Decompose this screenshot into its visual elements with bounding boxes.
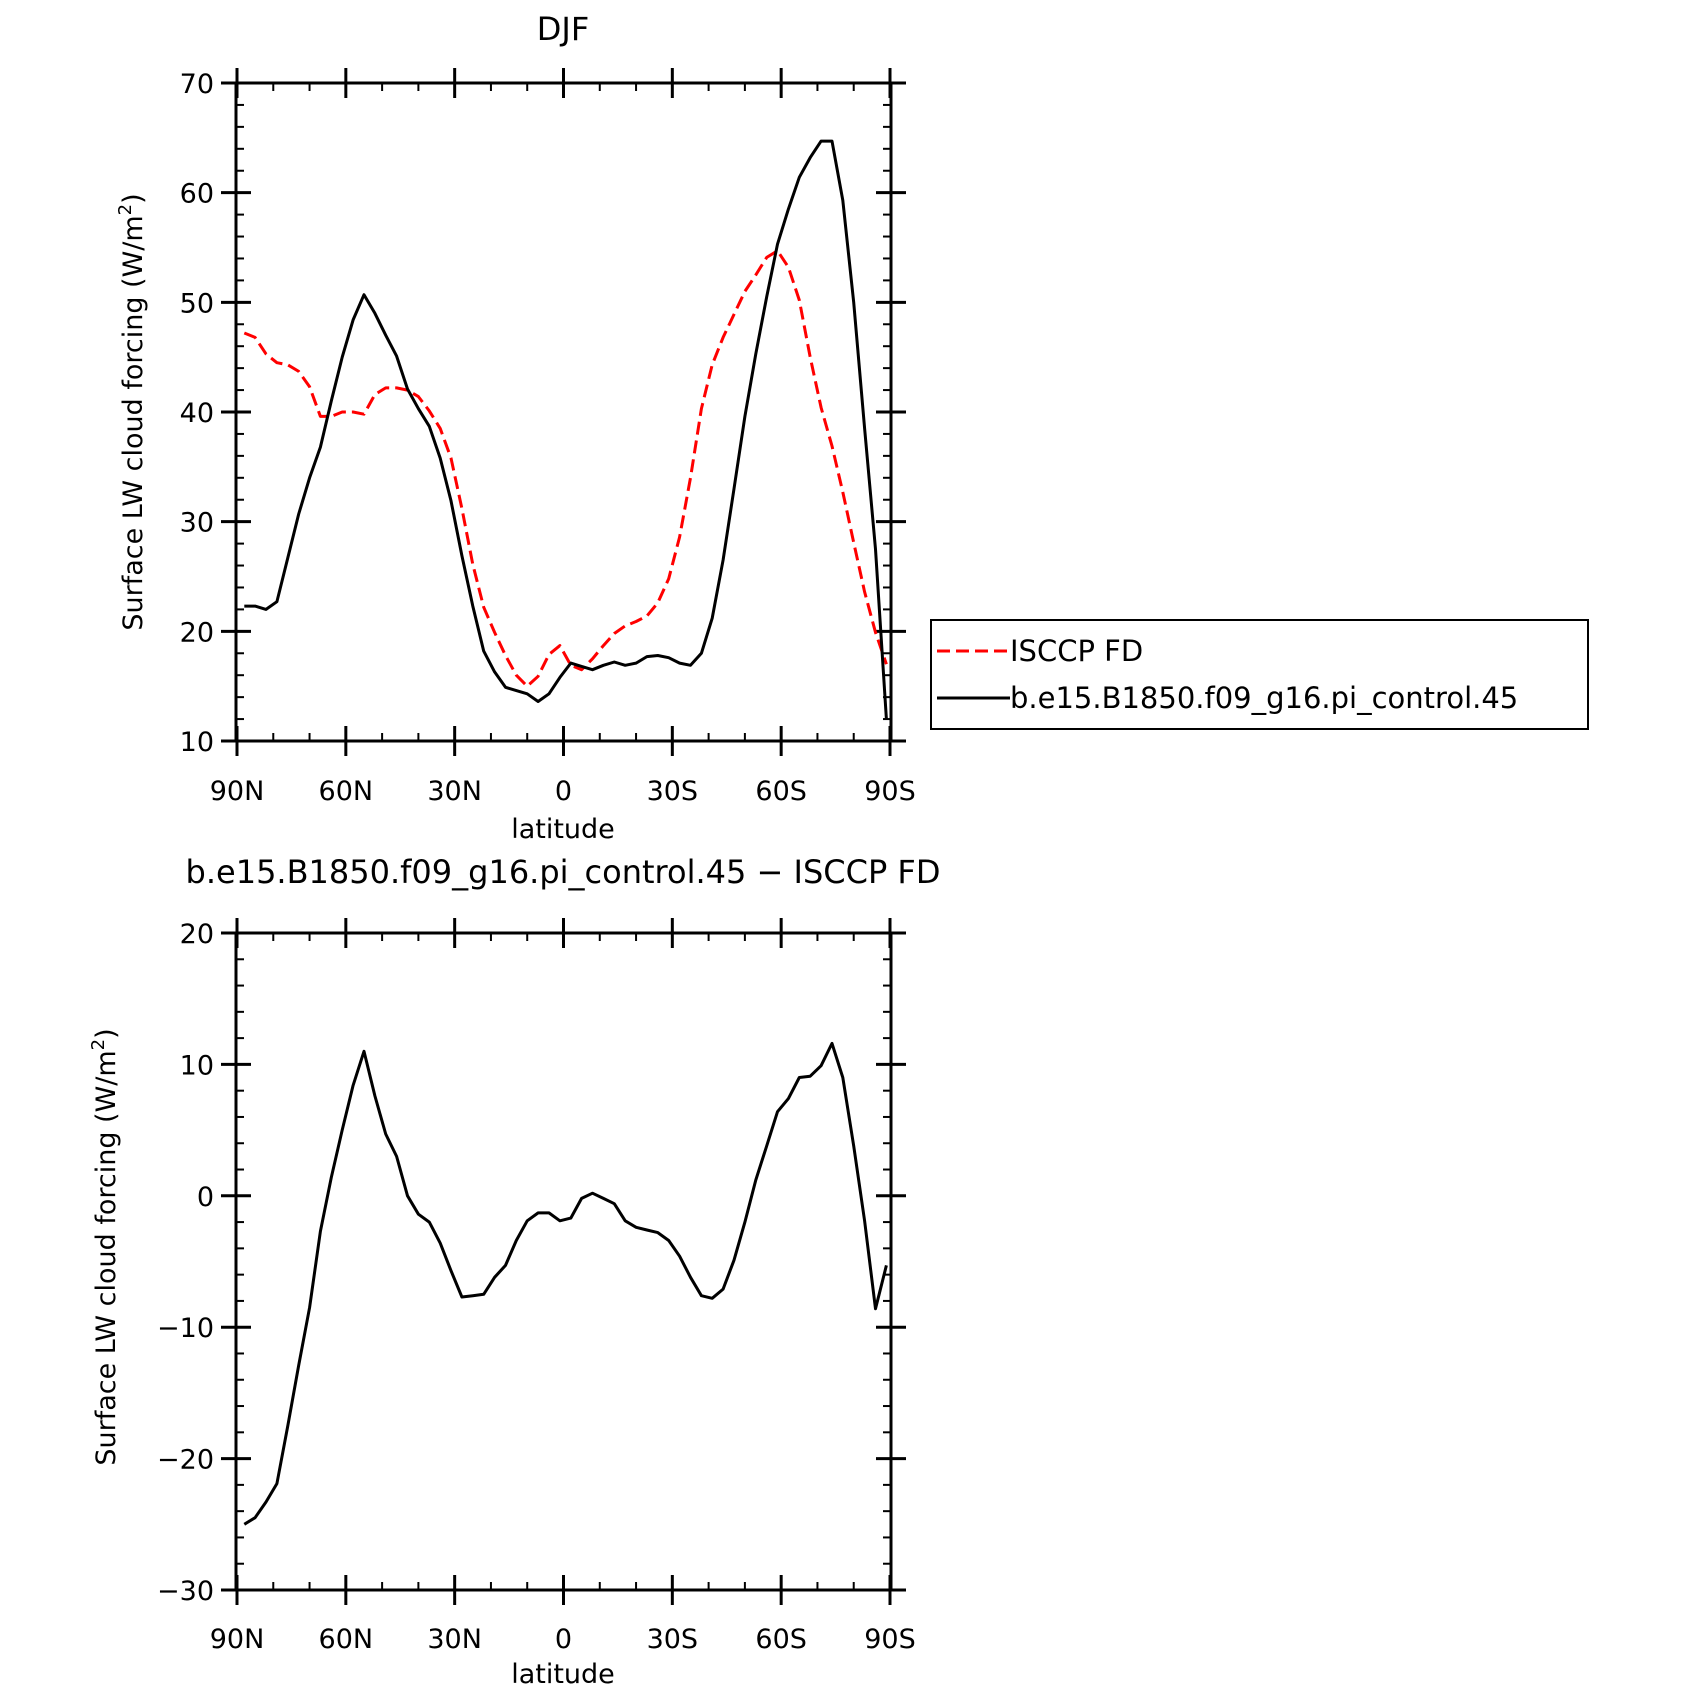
- legend-label-isccp: ISCCP FD: [1010, 634, 1143, 668]
- bottom-y-axis-label-close: ): [91, 1028, 122, 1039]
- bottom-x-axis-label: latitude: [511, 1659, 615, 1690]
- bottom-plot-area: −30 −20 −10 0 10 20 90N 60N 30N 0 30S 60S 90S: [157, 918, 916, 1655]
- top-x-tick-label: 90N: [210, 776, 265, 807]
- top-y-tick-label: 70: [180, 69, 214, 100]
- top-panel: DJF 10 20 30 40 50 60 70 90N 60N 30N 0 30S 60S 90S la…: [115, 10, 916, 845]
- top-x-axis-label: latitude: [511, 814, 615, 845]
- top-chart-title: DJF: [537, 10, 589, 48]
- top-x-tick-label: 0: [555, 776, 572, 807]
- top-y-axis-label-sup: 2: [115, 204, 136, 215]
- top-plot-area: 10 20 30 40 50 60 70 90N 60N 30N 0 30S 60S 90S: [180, 68, 916, 807]
- top-x-tick-label: 60S: [755, 776, 807, 807]
- top-x-tick-label: 60N: [319, 776, 374, 807]
- bottom-x-tick-label: 60N: [319, 1624, 374, 1655]
- top-series-line-0: [243, 249, 888, 688]
- bottom-y-tick-label: −10: [157, 1313, 214, 1344]
- bottom-chart-title: b.e15.B1850.f09_g16.pi_control.45 − ISCC…: [186, 853, 941, 891]
- top-y-axis-label: Surface LW cloud forcing (W/m2): [115, 193, 149, 630]
- bottom-x-tick-label: 30S: [647, 1624, 699, 1655]
- top-plot-frame: [234, 81, 893, 743]
- legend: ISCCP FD b.e15.B1850.f09_g16.pi_control.…: [930, 619, 1589, 730]
- top-series-line-1: [244, 139, 888, 720]
- top-x-tick-label: 30S: [647, 776, 699, 807]
- bottom-x-tick-label: 0: [555, 1624, 572, 1655]
- top-y-tick-label: 30: [180, 508, 214, 539]
- bottom-plot-frame: [234, 931, 893, 1592]
- top-y-tick-label: 60: [180, 179, 214, 210]
- top-y-tick-label: 10: [180, 727, 214, 758]
- bottom-y-axis-label: Surface LW cloud forcing (W/m2): [88, 1028, 122, 1465]
- legend-box: [930, 619, 1589, 730]
- top-x-tick-label: 90S: [864, 776, 916, 807]
- bottom-y-tick-label: 0: [197, 1182, 214, 1213]
- top-y-tick-label: 40: [180, 398, 214, 429]
- bottom-y-axis-label-main: Surface LW cloud forcing (W/m: [91, 1050, 122, 1465]
- top-y-tick-label: 50: [180, 288, 214, 319]
- legend-label-model: b.e15.B1850.f09_g16.pi_control.45: [1010, 681, 1518, 715]
- bottom-x-tick-label: 30N: [427, 1624, 482, 1655]
- bottom-y-tick-label: −20: [157, 1445, 214, 1476]
- top-y-axis-label-main: Surface LW cloud forcing (W/m: [118, 215, 149, 630]
- bottom-x-tick-label: 90N: [210, 1624, 265, 1655]
- bottom-y-tick-label: 10: [180, 1050, 214, 1081]
- bottom-y-tick-label: 20: [180, 919, 214, 950]
- bottom-panel: b.e15.B1850.f09_g16.pi_control.45 − ISCC…: [88, 853, 940, 1690]
- bottom-y-axis-label-sup: 2: [88, 1039, 109, 1050]
- top-x-tick-label: 30N: [427, 776, 482, 807]
- bottom-x-tick-label: 60S: [755, 1624, 807, 1655]
- top-y-tick-label: 20: [180, 617, 214, 648]
- top-y-axis-label-close: ): [118, 193, 149, 204]
- bottom-y-tick-label: −30: [157, 1576, 214, 1607]
- bottom-x-tick-label: 90S: [864, 1624, 916, 1655]
- bottom-series-line-0: [243, 1041, 888, 1526]
